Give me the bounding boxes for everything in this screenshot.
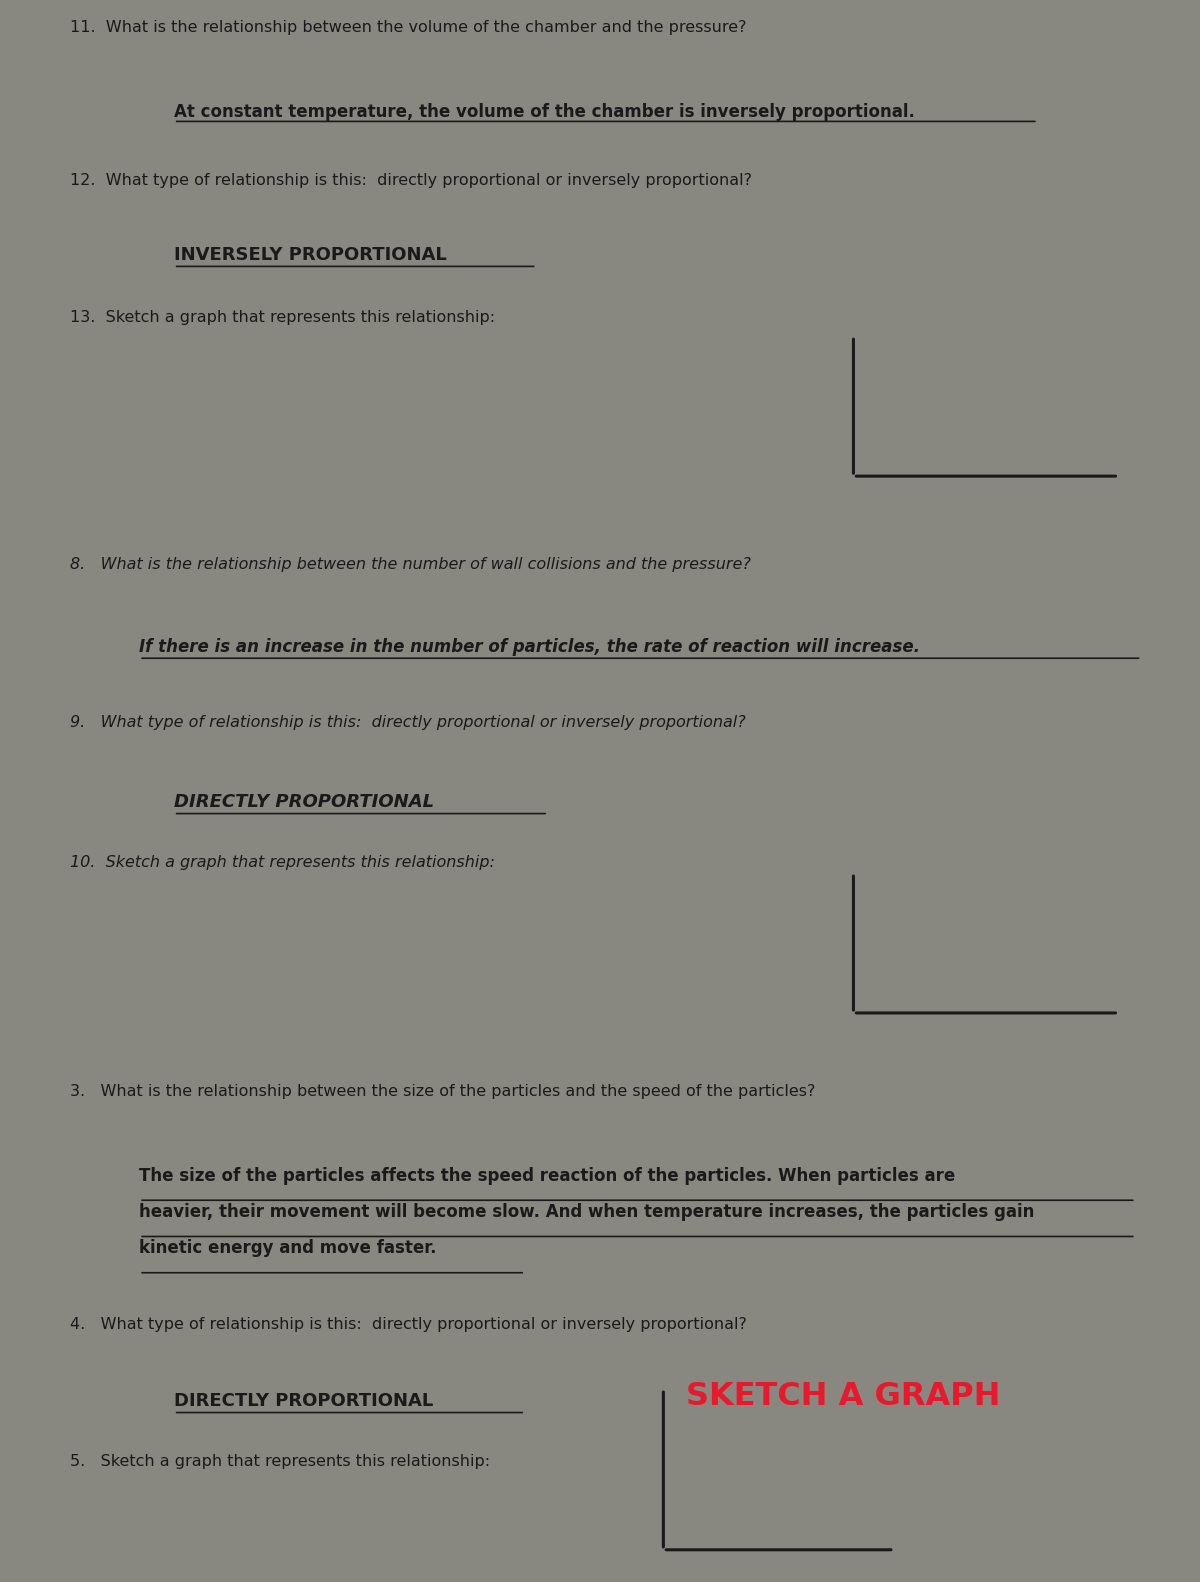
Text: 10.  Sketch a graph that represents this relationship:: 10. Sketch a graph that represents this … [70,854,494,870]
Text: DIRECTLY PROPORTIONAL: DIRECTLY PROPORTIONAL [174,1392,433,1410]
Text: heavier, their movement will become slow. And when temperature increases, the pa: heavier, their movement will become slow… [139,1202,1034,1221]
Text: DIRECTLY PROPORTIONAL: DIRECTLY PROPORTIONAL [174,793,434,812]
Text: If there is an increase in the number of particles, the rate of reaction will in: If there is an increase in the number of… [139,638,920,655]
Text: kinetic energy and move faster.: kinetic energy and move faster. [139,1239,437,1258]
Text: 5.   Sketch a graph that represents this relationship:: 5. Sketch a graph that represents this r… [70,1454,491,1470]
Text: 12.  What type of relationship is this:  directly proportional or inversely prop: 12. What type of relationship is this: d… [70,172,752,188]
Text: 8.   What is the relationship between the number of wall collisions and the pres: 8. What is the relationship between the … [70,557,751,573]
Text: At constant temperature, the volume of the chamber is inversely proportional.: At constant temperature, the volume of t… [174,103,914,122]
Text: 4.   What type of relationship is this:  directly proportional or inversely prop: 4. What type of relationship is this: di… [70,1316,746,1332]
Text: The size of the particles affects the speed reaction of the particles. When part: The size of the particles affects the sp… [139,1166,955,1185]
Text: INVERSELY PROPORTIONAL: INVERSELY PROPORTIONAL [174,245,446,264]
Text: 3.   What is the relationship between the size of the particles and the speed of: 3. What is the relationship between the … [70,1084,816,1099]
Text: 13.  Sketch a graph that represents this relationship:: 13. Sketch a graph that represents this … [70,310,496,326]
Text: 9.   What type of relationship is this:  directly proportional or inversely prop: 9. What type of relationship is this: di… [70,715,746,731]
Text: SKETCH A GRAPH: SKETCH A GRAPH [686,1381,1001,1413]
Text: 11.  What is the relationship between the volume of the chamber and the pressure: 11. What is the relationship between the… [70,21,746,35]
